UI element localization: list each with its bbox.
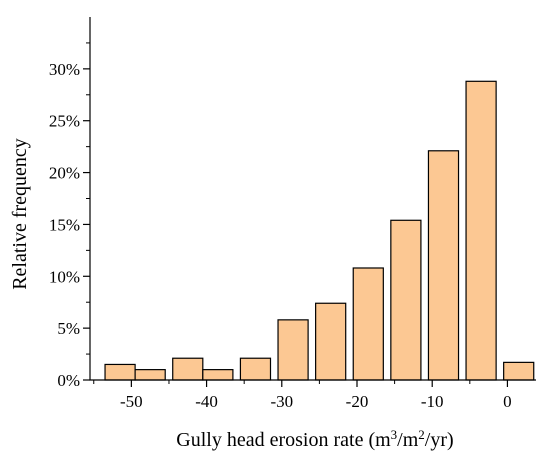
- y-tick-label: 5%: [57, 319, 80, 338]
- histogram-bar: [503, 361, 535, 381]
- histogram-bar: [465, 80, 497, 381]
- y-tick-label: 0%: [57, 371, 80, 390]
- histogram-bar: [172, 357, 204, 381]
- histogram-bar: [352, 267, 384, 381]
- histogram-bar: [134, 369, 166, 381]
- histogram-bar: [239, 357, 272, 381]
- y-tick-label: 30%: [49, 60, 80, 79]
- y-tick-label: 10%: [49, 267, 80, 286]
- x-tick-label: -50: [120, 392, 143, 411]
- x-tick-label: -40: [195, 392, 218, 411]
- y-tick-label: 25%: [49, 112, 80, 131]
- histogram-bar: [104, 363, 136, 381]
- histogram-bar: [427, 150, 460, 381]
- x-axis-label: Gully head erosion rate (m3/m2/yr): [176, 427, 453, 452]
- histogram-bar: [315, 302, 347, 381]
- y-tick-label: 15%: [49, 215, 80, 234]
- axes-group: [83, 17, 536, 387]
- histogram-bar: [277, 319, 309, 381]
- x-tick-label: -10: [421, 392, 444, 411]
- y-tick-label: 20%: [49, 164, 80, 183]
- x-tick-label: 0: [503, 392, 512, 411]
- histogram-bar: [202, 369, 234, 381]
- histogram-bar: [390, 219, 422, 381]
- x-tick-label: -20: [346, 392, 369, 411]
- bars-group: [104, 80, 535, 381]
- tick-labels-group: 0% 5% 10% 15% 20% 25% 30% -50 -40 -30 -20 -10 0: [49, 60, 512, 411]
- x-tick-label: -30: [270, 392, 293, 411]
- y-axis-label: Relative frequency: [9, 138, 31, 290]
